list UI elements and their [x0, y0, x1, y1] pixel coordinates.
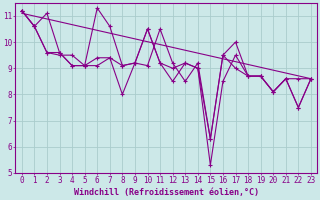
- X-axis label: Windchill (Refroidissement éolien,°C): Windchill (Refroidissement éolien,°C): [74, 188, 259, 197]
